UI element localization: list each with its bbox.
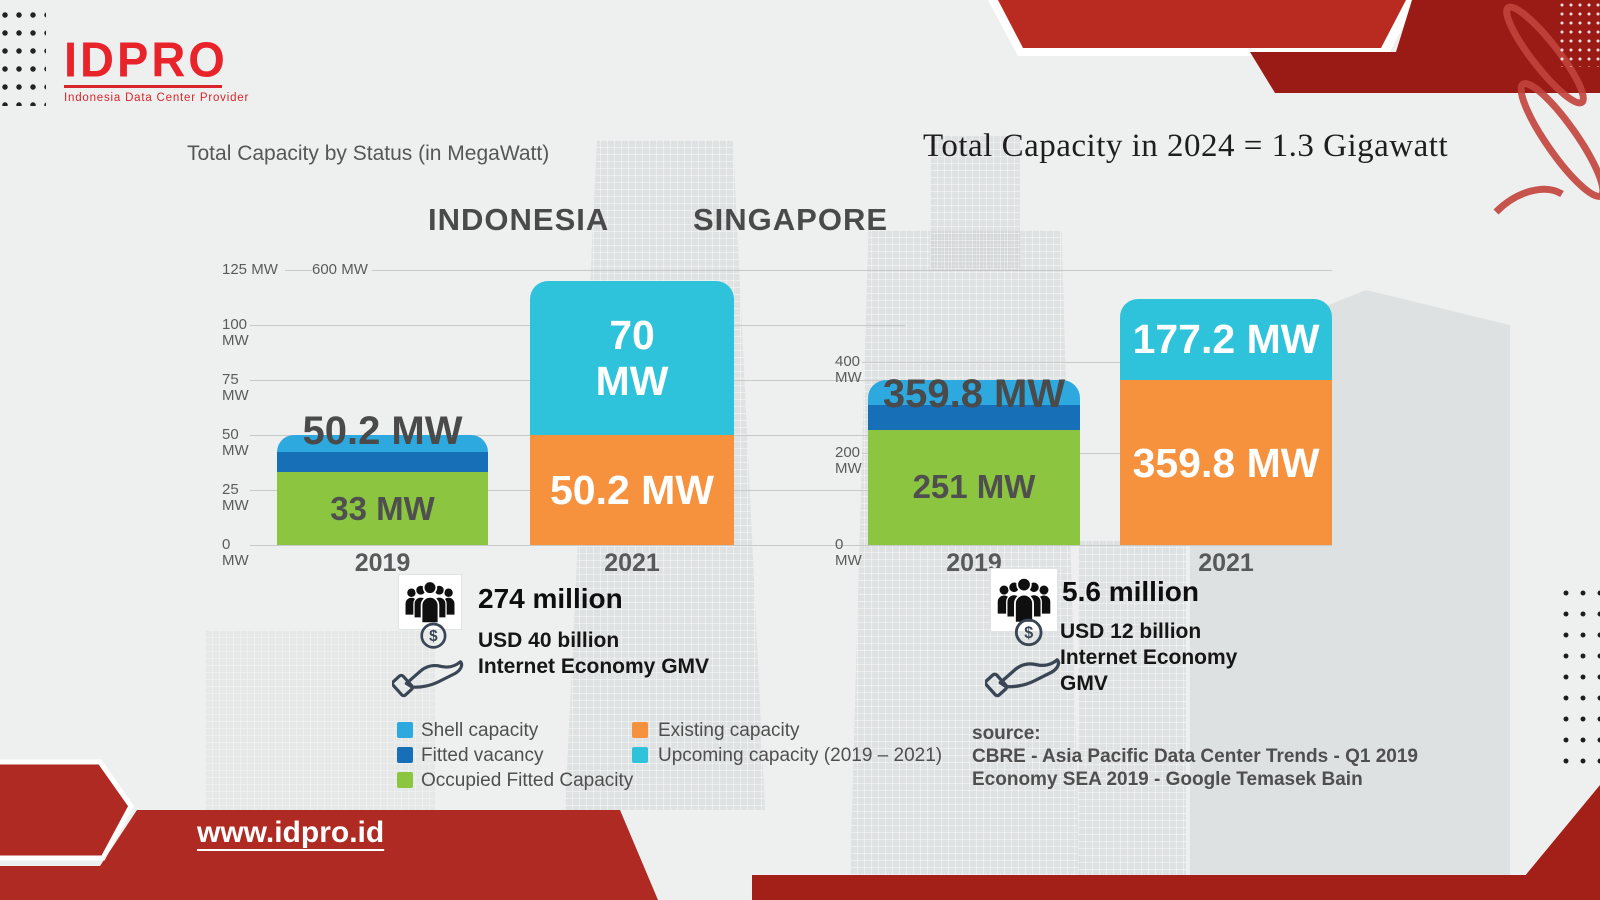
people-icon xyxy=(997,576,1051,624)
legend-swatch-occupied xyxy=(397,772,413,788)
segment-label: 177.2 MW xyxy=(1132,316,1320,363)
gridline xyxy=(285,270,1332,271)
axis-tick: 600 MW xyxy=(312,262,372,278)
bar-total-label: 359.8 MW xyxy=(882,372,1066,417)
population-singapore: 5.6 million xyxy=(1062,576,1199,607)
background-building xyxy=(1078,540,1186,880)
footer-chevron-shape xyxy=(0,759,134,861)
bar-segment-occupied xyxy=(868,429,1080,545)
axis-tick: 400 MW xyxy=(835,352,862,386)
segment-label: 33 MW xyxy=(330,489,435,527)
country-heading-singapore: SINGAPORE xyxy=(693,202,889,237)
svg-text:$: $ xyxy=(1024,624,1033,642)
svg-text:$: $ xyxy=(429,628,438,645)
gmv-line: GMV xyxy=(1060,672,1108,695)
legend-swatch-existing xyxy=(632,722,648,738)
website-link[interactable]: www.idpro.id xyxy=(197,816,385,849)
bar-segment-fitted xyxy=(277,452,488,473)
bar-total-label: 50.2 MW xyxy=(302,408,463,453)
source-line: Economy SEA 2019 - Google Temasek Bain xyxy=(972,769,1363,790)
background-building xyxy=(205,630,435,810)
population-icon-indonesia xyxy=(398,574,462,630)
axis-tick: 75 MW xyxy=(222,371,249,404)
year-label: 2021 xyxy=(1198,549,1254,577)
gmv-indonesia: USD 40 billion Internet Economy GMV xyxy=(478,628,709,680)
banner-dark-shape xyxy=(1250,0,1600,93)
gridline xyxy=(862,361,1332,363)
background-building xyxy=(850,230,1080,880)
bottom-wedge-shape xyxy=(1505,785,1600,900)
axis-tick: 25 MW xyxy=(222,481,249,514)
population-indonesia: 274 million xyxy=(478,583,623,614)
bar-segment-upcoming xyxy=(1120,298,1332,381)
headline-2024: Total Capacity in 2024 = 1.3 Gigawatt xyxy=(923,128,1449,164)
segment-label: 70 MW xyxy=(595,311,669,404)
dot-grid-top-right xyxy=(1560,3,1600,67)
gmv-line: Internet Economy xyxy=(1060,646,1238,669)
gridline xyxy=(862,545,1332,546)
segment-label: 251 MW xyxy=(912,468,1036,506)
gmv-icon-singapore: $ xyxy=(983,615,1061,706)
source-line: CBRE - Asia Pacific Data Center Trends -… xyxy=(972,746,1418,767)
legend-label-fitted: Fitted vacancy xyxy=(421,745,544,766)
gmv-singapore: USD 12 billion Internet Economy GMV xyxy=(1060,619,1237,697)
axis-tick: 50 MW xyxy=(222,426,249,459)
year-label: 2019 xyxy=(354,549,411,577)
axis-tick: 200 MW xyxy=(835,444,862,478)
axis-tick: 0 MW xyxy=(835,536,862,569)
banner-outline-shape xyxy=(988,0,1416,56)
bar-segment-upcoming xyxy=(530,280,734,435)
gmv-icon-indonesia: $ xyxy=(390,620,464,705)
dot-grid-right xyxy=(1563,590,1600,776)
bar-segment-existing xyxy=(1120,380,1332,545)
segment-label: 50.2 MW xyxy=(549,466,715,513)
logo-rule xyxy=(64,85,222,88)
banner-bright-shape xyxy=(998,0,1406,48)
segment-label: 359.8 MW xyxy=(1132,439,1320,486)
legend-label-occupied: Occupied Fitted Capacity xyxy=(421,770,634,791)
year-label: 2021 xyxy=(604,549,660,577)
logo: IDPRO Indonesia Data Center Provider xyxy=(64,31,250,104)
legend-swatch-shell xyxy=(397,722,413,738)
logo-text: IDPRO xyxy=(64,31,228,88)
people-icon xyxy=(405,580,455,624)
legend-swatch-fitted xyxy=(397,747,413,763)
gridline xyxy=(250,545,905,546)
legend-label-shell: Shell capacity xyxy=(421,720,539,741)
bar-segment-occupied xyxy=(277,472,488,545)
source-block: source: CBRE - Asia Pacific Data Center … xyxy=(972,722,1418,791)
bar-segment-fitted xyxy=(868,404,1080,430)
gridline xyxy=(862,453,1332,455)
gmv-line: Internet Economy GMV xyxy=(478,655,710,678)
legend-swatch-upcoming xyxy=(632,747,648,763)
dot-grid-top-left xyxy=(2,12,46,106)
population-icon-singapore xyxy=(990,568,1058,632)
background-building xyxy=(930,135,1020,270)
legend-label-upcoming: Upcoming capacity (2019 – 2021) xyxy=(658,745,943,766)
source-label: source: xyxy=(972,723,1041,744)
gmv-line: USD 40 billion xyxy=(478,629,620,652)
gmv-line: USD 12 billion xyxy=(1060,620,1202,643)
axis-tick: 125 MW xyxy=(222,262,282,278)
bar-segment-shell xyxy=(277,434,488,453)
country-heading-indonesia: INDONESIA xyxy=(428,202,610,237)
bar-segment-existing xyxy=(530,434,734,545)
axis-tick: 0 MW xyxy=(222,536,249,569)
bar-segment-shell xyxy=(868,380,1080,405)
axis-tick: 100 MW xyxy=(222,316,249,349)
logo-caption: Indonesia Data Center Provider xyxy=(64,92,250,104)
legend-label-existing: Existing capacity xyxy=(658,720,800,741)
chart-title: Total Capacity by Status (in MegaWatt) xyxy=(187,142,550,165)
